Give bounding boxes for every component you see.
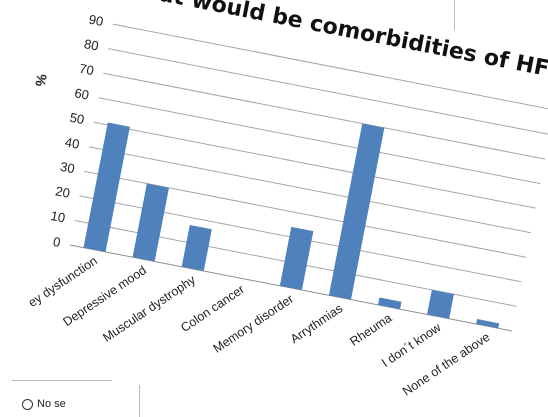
y-axis-label: % <box>32 72 50 88</box>
answer-option-label: No se <box>37 398 66 410</box>
gridline-70 <box>103 72 546 160</box>
y-tick-label-40: 40 <box>64 134 81 151</box>
y-tick-label-20: 20 <box>54 183 71 200</box>
background-divider-vertical-top <box>454 0 455 30</box>
bar-7 <box>427 289 454 319</box>
gridline-50 <box>93 121 536 209</box>
category-label-5: Arrythmias <box>288 301 345 346</box>
background-divider-vertical-bottom <box>139 385 140 417</box>
bar-0 <box>83 122 130 252</box>
chart-title: What would be comorbidities of HF <box>118 0 548 82</box>
bar-6 <box>377 297 402 310</box>
y-tick-labels: 0 10 20 30 40 50 60 70 80 90 <box>49 12 105 250</box>
bar-4 <box>279 226 314 291</box>
y-tick-label-60: 60 <box>73 85 90 102</box>
gridline-80 <box>108 48 548 136</box>
y-tick-label-10: 10 <box>49 208 66 225</box>
gridlines <box>69 23 548 332</box>
y-tick-label-80: 80 <box>83 36 100 53</box>
bar-5 <box>328 123 385 300</box>
answer-option-no-se[interactable]: No se <box>22 395 66 413</box>
y-tick-label-0: 0 <box>52 234 62 250</box>
y-tick-label-30: 30 <box>59 159 76 176</box>
y-tick-label-70: 70 <box>78 61 95 78</box>
bars <box>83 122 500 329</box>
bar-1 <box>132 183 169 262</box>
y-tick-label-90: 90 <box>88 12 105 29</box>
category-label-7: I don´t know <box>379 320 444 370</box>
gridline-90 <box>112 23 548 111</box>
radio-button-icon[interactable] <box>22 398 33 410</box>
y-tick-label-50: 50 <box>68 110 85 127</box>
bar-8 <box>476 319 500 329</box>
bar-2 <box>181 224 212 271</box>
gridline-60 <box>98 97 541 185</box>
gridline-40 <box>88 146 531 234</box>
category-label-6: Rheuma <box>347 311 394 349</box>
background-divider-horizontal <box>12 380 112 381</box>
